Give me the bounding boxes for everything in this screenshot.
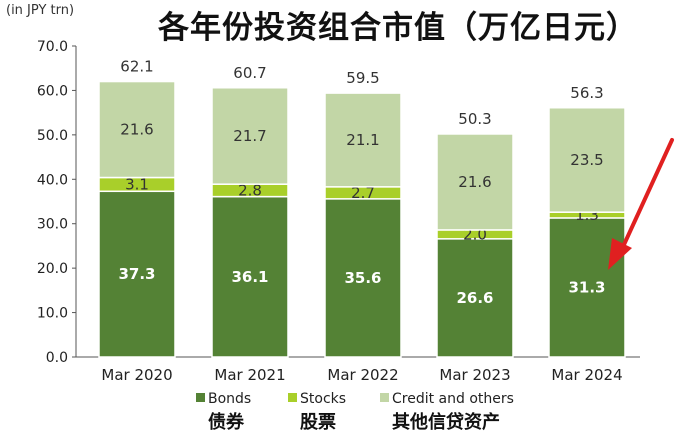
y-tick-label: 30.0	[37, 217, 68, 233]
legend-swatch	[288, 393, 297, 402]
legend-label-cn: 其他信贷资产	[392, 411, 500, 433]
data-label: 35.6	[344, 269, 381, 287]
total-label: 62.1	[120, 58, 153, 76]
x-tick-label: Mar 2020	[101, 366, 172, 384]
legend-label: Stocks	[300, 391, 346, 407]
chart-title: 各年份投资组合市值（万亿日元）	[158, 10, 638, 46]
bar-segment-bonds	[98, 190, 176, 358]
bar-segment-credit-and-others	[548, 107, 626, 213]
y-tick-label: 20.0	[37, 261, 68, 277]
y-tick-label: 0.0	[46, 350, 68, 366]
annotation-arrow-head	[608, 238, 632, 270]
data-label: 2.7	[351, 184, 375, 202]
x-tick-label: Mar 2021	[214, 366, 285, 384]
x-tick-label: Mar 2023	[439, 366, 510, 384]
data-label: 31.3	[568, 278, 605, 296]
x-tick-label: Mar 2024	[551, 366, 622, 384]
total-label: 56.3	[570, 84, 603, 102]
bar-segment-bonds	[324, 198, 402, 358]
y-tick-label: 10.0	[37, 306, 68, 322]
bar-segment-credit-and-others	[324, 92, 402, 188]
total-label: 59.5	[346, 69, 379, 87]
data-label: 21.7	[233, 127, 266, 145]
bar-segment-bonds	[436, 238, 514, 358]
bar-segment-credit-and-others	[98, 80, 176, 179]
data-label: 21.6	[120, 121, 153, 139]
legend-swatch	[196, 393, 205, 402]
legend-label: Bonds	[208, 391, 251, 407]
legend-label: Credit and others	[392, 391, 514, 407]
data-label: 36.1	[231, 268, 268, 286]
legend-label-cn: 债券	[208, 411, 245, 433]
x-tick-label: Mar 2022	[327, 366, 398, 384]
data-label: 26.6	[456, 289, 493, 307]
y-tick-label: 40.0	[37, 172, 68, 188]
y-axis-unit: (in JPY trn)	[6, 3, 75, 18]
bar-segment-credit-and-others	[436, 133, 514, 231]
data-label: 21.6	[458, 173, 491, 191]
data-label: 37.3	[118, 265, 155, 283]
data-label: 3.1	[125, 175, 149, 193]
legend-swatch	[380, 393, 389, 402]
bar-segment-credit-and-others	[211, 87, 289, 185]
data-label: 23.5	[570, 151, 603, 169]
legend-label-cn: 股票	[299, 412, 336, 433]
y-tick-label: 60.0	[37, 83, 68, 99]
total-label: 50.3	[458, 110, 491, 128]
data-label: 21.1	[346, 131, 379, 149]
total-label: 60.7	[233, 64, 266, 82]
y-tick-label: 50.0	[37, 128, 68, 144]
y-tick-label: 70.0	[37, 39, 68, 55]
data-label: 2.8	[238, 181, 262, 199]
bar-segment-bonds	[211, 195, 289, 358]
annotation-arrow-shaft	[620, 138, 674, 251]
